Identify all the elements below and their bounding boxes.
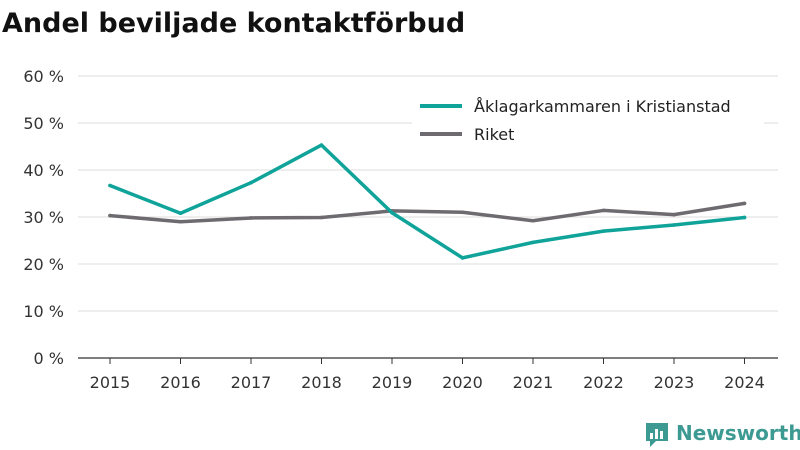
y-axis: 0 % 10 % 20 % 30 % 40 % 50 % 60 %	[23, 67, 64, 368]
data-point	[319, 143, 324, 147]
data-point	[390, 210, 394, 215]
legend-background	[412, 90, 764, 148]
series-line-1	[108, 201, 747, 224]
y-tick-label: 30 %	[23, 208, 64, 227]
x-tick-label: 2024	[724, 373, 765, 392]
data-point	[672, 223, 676, 227]
data-point	[178, 211, 183, 216]
x-tick-label: 2021	[513, 373, 554, 392]
y-tick-label: 0 %	[34, 349, 64, 368]
data-point	[672, 212, 676, 217]
series-line-0	[108, 143, 747, 260]
data-point	[742, 215, 747, 220]
x-tick-label: 2017	[231, 373, 272, 392]
x-tick-label: 2023	[654, 373, 695, 392]
y-tick-label: 40 %	[23, 161, 64, 180]
legend-label: Åklagarkammaren i Kristianstad	[474, 97, 731, 116]
data-point	[601, 208, 606, 213]
data-point	[249, 180, 253, 185]
data-point	[531, 218, 535, 223]
data-point	[249, 216, 253, 220]
newsworthy-logo-icon	[646, 423, 668, 447]
series-layer	[108, 143, 747, 260]
x-tick-label: 2018	[301, 373, 342, 392]
x-tick-label: 2015	[90, 373, 131, 392]
brand-logo: Newsworthy	[646, 421, 800, 447]
data-point	[531, 240, 535, 245]
legend: Åklagarkammaren i Kristianstad Riket	[412, 90, 764, 148]
data-point	[460, 256, 465, 260]
data-point	[178, 219, 183, 224]
x-axis: 2015 2016 2017 2018 2019 2020 2021 2022 2023 2024	[90, 358, 765, 392]
data-point	[742, 201, 747, 206]
x-tick-label: 2020	[442, 373, 483, 392]
brand-name: Newsworthy	[676, 421, 800, 445]
x-tick-label: 2022	[583, 373, 624, 392]
y-tick-label: 10 %	[23, 302, 64, 321]
y-tick-label: 60 %	[23, 67, 64, 86]
y-tick-label: 20 %	[23, 255, 64, 274]
data-point	[319, 215, 324, 220]
x-tick-label: 2019	[372, 373, 413, 392]
data-point	[601, 229, 606, 233]
legend-label: Riket	[474, 125, 514, 144]
y-tick-label: 50 %	[23, 114, 64, 133]
data-point	[108, 183, 112, 188]
data-point	[460, 210, 465, 215]
data-point	[108, 213, 112, 218]
x-tick-label: 2016	[160, 373, 201, 392]
chart-title: Andel beviljade kontaktförbud	[2, 8, 465, 39]
